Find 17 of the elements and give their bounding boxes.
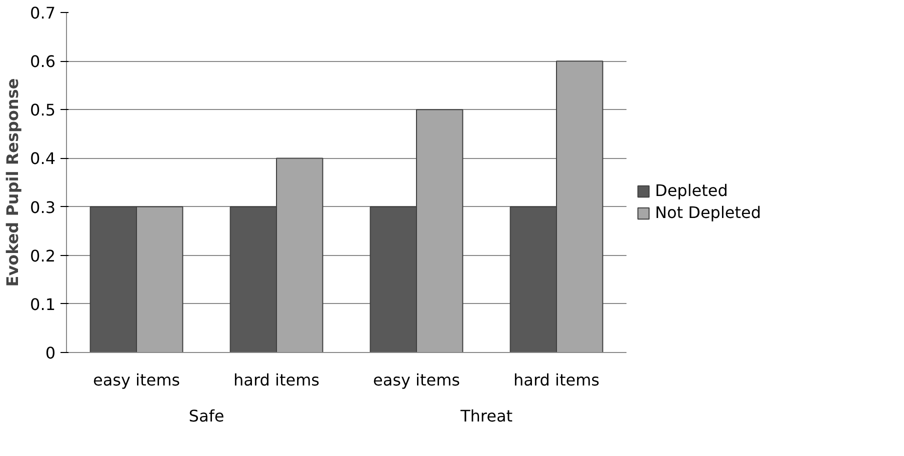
- y-tick-label: 0.2: [30, 246, 56, 266]
- x-tick-label: hard items: [514, 370, 600, 390]
- legend-label: Depleted: [655, 181, 728, 200]
- y-tick-label: 0.5: [30, 100, 56, 120]
- y-axis-title: Evoked Pupil Response: [3, 78, 22, 287]
- y-tick-label: 0.3: [30, 198, 56, 217]
- x-tick-label: easy items: [92, 370, 180, 390]
- legend-label: Not Depleted: [655, 203, 761, 222]
- y-tick-label: 0.7: [30, 4, 56, 22]
- y-tick-label: 0.1: [30, 294, 56, 314]
- y-tick-label: 0.4: [30, 149, 56, 168]
- x-tick-label: hard items: [234, 370, 320, 390]
- y-tick-label: 0: [45, 344, 56, 362]
- x-tick-label: easy items: [372, 370, 460, 390]
- text: Threat: [459, 406, 513, 426]
- text: Safe: [188, 406, 224, 426]
- y-tick-label: 0.6: [30, 52, 56, 72]
